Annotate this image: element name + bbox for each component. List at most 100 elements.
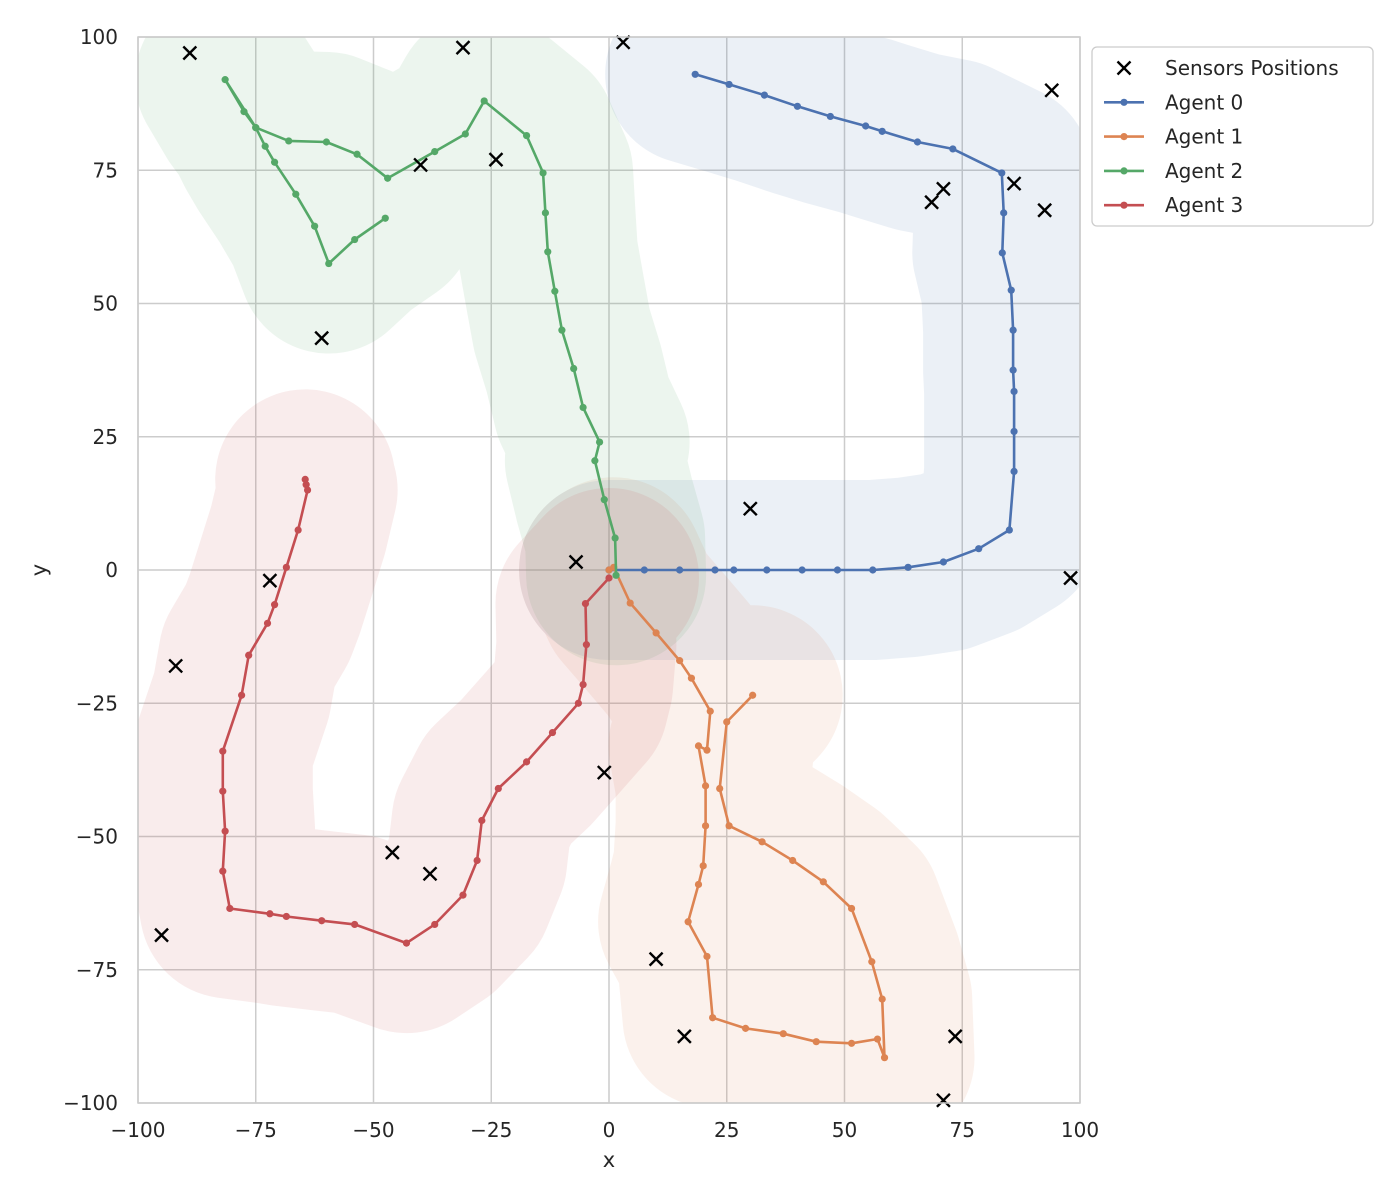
- series-point: [1010, 467, 1018, 475]
- series-point: [325, 259, 333, 268]
- series-point: [873, 1035, 882, 1043]
- series-agent-0: [605, 70, 1018, 574]
- series-point: [611, 534, 619, 542]
- series-point: [219, 747, 227, 755]
- y-tick-label: 75: [93, 158, 118, 182]
- series-point: [381, 214, 389, 222]
- series-point: [711, 566, 719, 574]
- coverage-areas: [138, 37, 1080, 1103]
- x-tick-label: −50: [352, 1118, 394, 1142]
- sensor-marker: [1063, 570, 1078, 586]
- x-tick-label: 25: [714, 1118, 739, 1142]
- series-point: [694, 742, 703, 750]
- series-point: [431, 920, 439, 929]
- legend: Sensors Positions Agent 0 Agent 1 Agent 2 Ag…: [1091, 46, 1374, 227]
- series-point: [322, 138, 330, 146]
- agent-trajectories: [219, 70, 1018, 1062]
- series-point: [302, 481, 310, 489]
- series-point: [998, 169, 1006, 177]
- series-point: [245, 651, 253, 659]
- series-point: [522, 132, 531, 140]
- series-point: [351, 235, 359, 244]
- x-axis-title: x: [603, 1148, 615, 1172]
- series-point: [701, 822, 710, 830]
- series-point: [582, 641, 590, 649]
- sensor-marker: [488, 152, 504, 167]
- series-point: [880, 1054, 889, 1062]
- series-point: [221, 76, 229, 84]
- series-point: [676, 566, 684, 574]
- series-point: [913, 138, 922, 146]
- sensor-marker: [422, 866, 438, 882]
- series-point: [574, 699, 582, 707]
- series-point: [282, 563, 290, 571]
- series-point: [292, 190, 300, 198]
- series-point: [709, 1014, 717, 1022]
- series-point: [558, 326, 566, 334]
- series-point: [459, 891, 467, 899]
- y-tick-label: −100: [63, 1091, 118, 1115]
- x-tick-label: −25: [470, 1118, 512, 1142]
- series-point: [240, 108, 248, 116]
- series-point: [703, 952, 711, 961]
- sensor-marker: [455, 40, 471, 56]
- x-tick-label: 100: [1061, 1118, 1099, 1142]
- series-point: [904, 563, 912, 571]
- x-tick-label: −100: [111, 1118, 166, 1142]
- series-point: [551, 287, 559, 295]
- series-point: [749, 691, 757, 699]
- x-tick-label: 0: [603, 1118, 616, 1142]
- series-point: [301, 475, 309, 483]
- series-point: [219, 867, 227, 875]
- x-tick-label: −75: [235, 1118, 277, 1142]
- series-point: [522, 758, 531, 766]
- series-point: [1010, 387, 1018, 396]
- series-point: [939, 558, 948, 566]
- legend-label: Agent 0: [1165, 90, 1243, 114]
- series-point: [741, 1024, 750, 1032]
- series-agent-1: [605, 563, 889, 1062]
- series-point: [238, 691, 246, 699]
- sensor-markers: [154, 34, 1078, 1108]
- series-point: [878, 995, 886, 1003]
- series-point: [263, 619, 272, 627]
- series-point: [847, 904, 856, 913]
- y-axis-title: y: [27, 564, 51, 576]
- series-point: [694, 880, 703, 889]
- series-point: [353, 150, 361, 158]
- series-point: [812, 1038, 820, 1046]
- series-point: [541, 209, 550, 217]
- series-point: [826, 112, 834, 121]
- series-line: [608, 565, 886, 1059]
- series-point: [270, 158, 279, 166]
- series-point: [219, 787, 227, 795]
- sensor-marker: [182, 45, 198, 61]
- series-point: [626, 599, 634, 607]
- series-point: [431, 147, 439, 156]
- series-point: [318, 917, 326, 925]
- sensor-marker: [615, 34, 631, 50]
- sensor-marker: [677, 1029, 692, 1044]
- legend-frame: [1091, 46, 1374, 227]
- series-point: [798, 566, 806, 574]
- sensor-marker: [596, 765, 612, 780]
- series-point: [833, 566, 842, 574]
- series-point: [949, 145, 957, 153]
- sensor-marker: [1037, 202, 1053, 218]
- sensor-marker: [154, 927, 169, 943]
- legend-marker-handle: [1120, 167, 1128, 175]
- series-point: [261, 142, 269, 150]
- series-point: [402, 939, 411, 947]
- series-point: [684, 918, 692, 926]
- series-point: [605, 574, 613, 582]
- series-point: [868, 958, 876, 966]
- plot-frame: [137, 36, 1081, 1104]
- series-point: [226, 904, 234, 913]
- series-point: [869, 566, 877, 574]
- series-point: [699, 862, 707, 870]
- legend-marker-handle: [1120, 201, 1128, 209]
- y-tick-label: −25: [76, 691, 118, 715]
- series-point: [1005, 526, 1013, 534]
- series-point: [760, 91, 769, 99]
